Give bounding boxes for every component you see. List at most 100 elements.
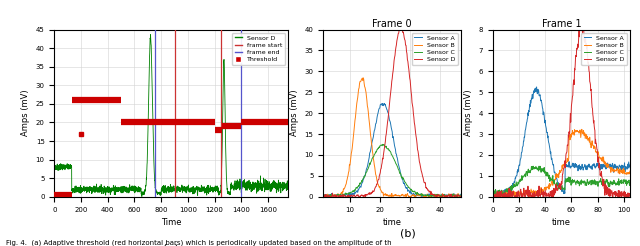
Sensor D <box>576 27 584 30</box>
Sensor B <box>401 193 409 196</box>
Line: Sensor C: Sensor C <box>493 166 630 195</box>
Text: (a): (a) <box>163 244 179 246</box>
Sensor A <box>319 195 327 198</box>
Sensor A <box>445 194 452 197</box>
Sensor B <box>544 185 552 188</box>
Sensor C <box>320 193 328 196</box>
Sensor D <box>397 26 404 29</box>
Sensor D <box>544 194 552 197</box>
Y-axis label: Amps (mV): Amps (mV) <box>290 90 299 137</box>
Line: Sensor A: Sensor A <box>323 104 461 197</box>
Sensor C <box>627 181 634 184</box>
Line: Sensor A: Sensor A <box>493 87 630 196</box>
Sensor D <box>489 187 497 190</box>
Sensor B <box>506 189 513 192</box>
Y-axis label: Amps (mV): Amps (mV) <box>464 90 473 137</box>
Sensor B <box>319 194 327 197</box>
Sensor B <box>402 193 410 196</box>
Sensor B <box>576 129 584 132</box>
Sensor C <box>589 182 597 184</box>
Sensor C <box>544 172 552 175</box>
Sensor A <box>489 193 497 196</box>
Sensor B <box>627 170 634 173</box>
Sensor C <box>404 186 412 189</box>
Sensor B <box>404 194 412 197</box>
Sensor D <box>436 195 444 198</box>
Sensor B <box>534 193 542 196</box>
Sensor D <box>589 122 597 124</box>
Sensor B <box>457 194 465 197</box>
Sensor B <box>589 144 596 147</box>
Sensor C <box>379 143 387 146</box>
Sensor A <box>404 189 412 192</box>
Sensor D <box>445 194 452 197</box>
Sensor D <box>402 44 410 47</box>
Sensor D <box>577 17 585 20</box>
Line: Sensor D: Sensor D <box>493 19 630 197</box>
X-axis label: Time: Time <box>161 218 182 227</box>
Sensor D <box>320 195 328 198</box>
Sensor D <box>627 195 634 198</box>
Sensor A <box>534 91 542 94</box>
Line: Sensor C: Sensor C <box>323 144 461 197</box>
Sensor B <box>501 195 509 198</box>
Sensor C <box>319 193 327 196</box>
Sensor D <box>506 195 513 198</box>
Line: Sensor D: Sensor D <box>323 28 461 197</box>
Legend: Sensor A, Sensor B, Sensor C, Sensor D: Sensor A, Sensor B, Sensor C, Sensor D <box>412 33 458 65</box>
X-axis label: time: time <box>383 218 401 227</box>
Sensor A <box>493 194 500 197</box>
Sensor A <box>544 134 552 137</box>
Sensor A <box>576 165 584 168</box>
Sensor A <box>402 187 410 190</box>
Sensor A <box>402 186 410 189</box>
Sensor D <box>589 113 596 116</box>
Sensor A <box>381 102 388 105</box>
Sensor C <box>402 182 410 185</box>
Sensor C <box>496 194 504 197</box>
Sensor C <box>489 190 497 193</box>
Sensor C <box>589 181 596 184</box>
Sensor C <box>324 195 332 198</box>
Sensor C <box>506 188 513 191</box>
Sensor D <box>402 44 410 47</box>
Sensor A <box>457 193 465 196</box>
X-axis label: time: time <box>552 218 571 227</box>
Sensor B <box>436 194 444 197</box>
Sensor A <box>506 187 513 190</box>
Sensor B <box>589 145 597 148</box>
Sensor A <box>436 194 444 197</box>
Sensor D <box>319 194 327 197</box>
Sensor B <box>445 192 452 195</box>
Sensor B <box>320 194 328 197</box>
Sensor C <box>445 193 452 196</box>
Sensor A <box>320 195 328 198</box>
Sensor C <box>402 181 410 184</box>
Sensor C <box>436 194 444 197</box>
Sensor B <box>489 195 497 198</box>
Sensor C <box>535 165 543 168</box>
Sensor A <box>532 85 540 88</box>
Line: Sensor B: Sensor B <box>493 129 630 197</box>
Sensor A <box>330 195 337 198</box>
Y-axis label: Amps (mV): Amps (mV) <box>21 90 30 137</box>
Sensor C <box>457 194 465 197</box>
Text: (b): (b) <box>401 229 416 239</box>
Sensor A <box>589 163 596 166</box>
Sensor A <box>589 164 597 167</box>
Sensor D <box>534 195 542 198</box>
Title: Frame 0: Frame 0 <box>372 19 412 29</box>
Legend: Sensor D, frame start, frame end, Threshold: Sensor D, frame start, frame end, Thresh… <box>232 33 285 65</box>
Text: Fig. 4.  (a) Adaptive threshold (red horizontal bars) which is periodically upda: Fig. 4. (a) Adaptive threshold (red hori… <box>6 240 392 246</box>
Sensor D <box>404 64 412 67</box>
Legend: Sensor A, Sensor B, Sensor C, Sensor D: Sensor A, Sensor B, Sensor C, Sensor D <box>581 33 627 65</box>
Line: Sensor B: Sensor B <box>323 78 461 197</box>
Sensor C <box>534 167 542 170</box>
Sensor B <box>405 195 413 198</box>
Sensor D <box>320 194 328 197</box>
Sensor D <box>490 195 498 198</box>
Sensor B <box>578 128 586 131</box>
Sensor B <box>360 76 367 79</box>
Sensor A <box>627 167 634 170</box>
Sensor D <box>457 195 465 198</box>
